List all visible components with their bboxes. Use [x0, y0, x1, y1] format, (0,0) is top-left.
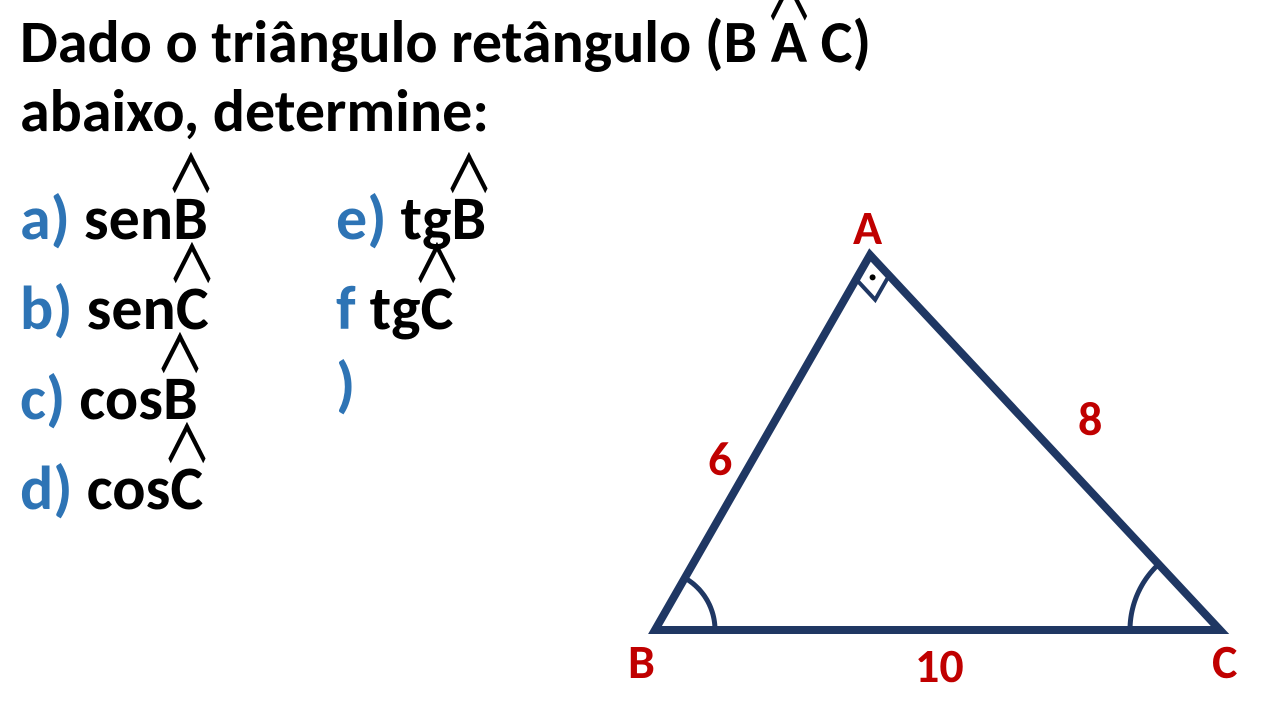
item-expression: tg B	[401, 180, 487, 256]
vertex-label-B: B	[628, 632, 655, 691]
item-label: d)	[20, 450, 73, 526]
vertex-label-A: A	[853, 200, 883, 257]
title-line-1: Dado o triângulo retângulo (B A C)	[20, 8, 1260, 77]
item-expression: tg C	[370, 270, 454, 346]
side-label-8: 8	[1078, 389, 1102, 448]
item-c: c)cos B	[20, 360, 198, 436]
vertex-label-C: C	[1212, 632, 1237, 691]
item-label: f )	[336, 270, 356, 422]
angle-C: C	[421, 270, 454, 346]
side-label-10: 10	[915, 636, 964, 695]
item-label: e)	[336, 180, 387, 256]
item-expression: cos C	[87, 450, 204, 526]
item-expression: sen C	[87, 270, 209, 346]
item-e: e)tg B	[336, 180, 486, 256]
angle-B: B	[163, 360, 198, 436]
item-d: d)cos C	[20, 450, 203, 526]
title-line-2: abaixo, determine:	[20, 77, 1260, 146]
item-expression: cos B	[79, 360, 197, 436]
angle-B: B	[451, 180, 486, 256]
problem-title: Dado o triângulo retângulo (B A C) abaix…	[20, 8, 1260, 146]
title-text-post: C)	[807, 6, 871, 79]
question-items: a)sen Be)tg Bb)sen Cf )tg Cc)cos Bd)cos …	[20, 180, 209, 540]
title-angle-A: A	[771, 8, 807, 77]
item-label: b)	[20, 270, 73, 346]
item-label: a)	[20, 180, 70, 256]
item-label: c)	[20, 360, 65, 436]
angle-C: C	[170, 450, 203, 526]
triangle-diagram: A B C 6 8 10	[600, 200, 1270, 710]
item-a: a)sen B	[20, 180, 208, 256]
title-text-pre: Dado o triângulo retângulo (B	[20, 6, 771, 79]
item-f: f ) tg C	[336, 270, 453, 422]
side-label-6: 6	[708, 429, 732, 488]
